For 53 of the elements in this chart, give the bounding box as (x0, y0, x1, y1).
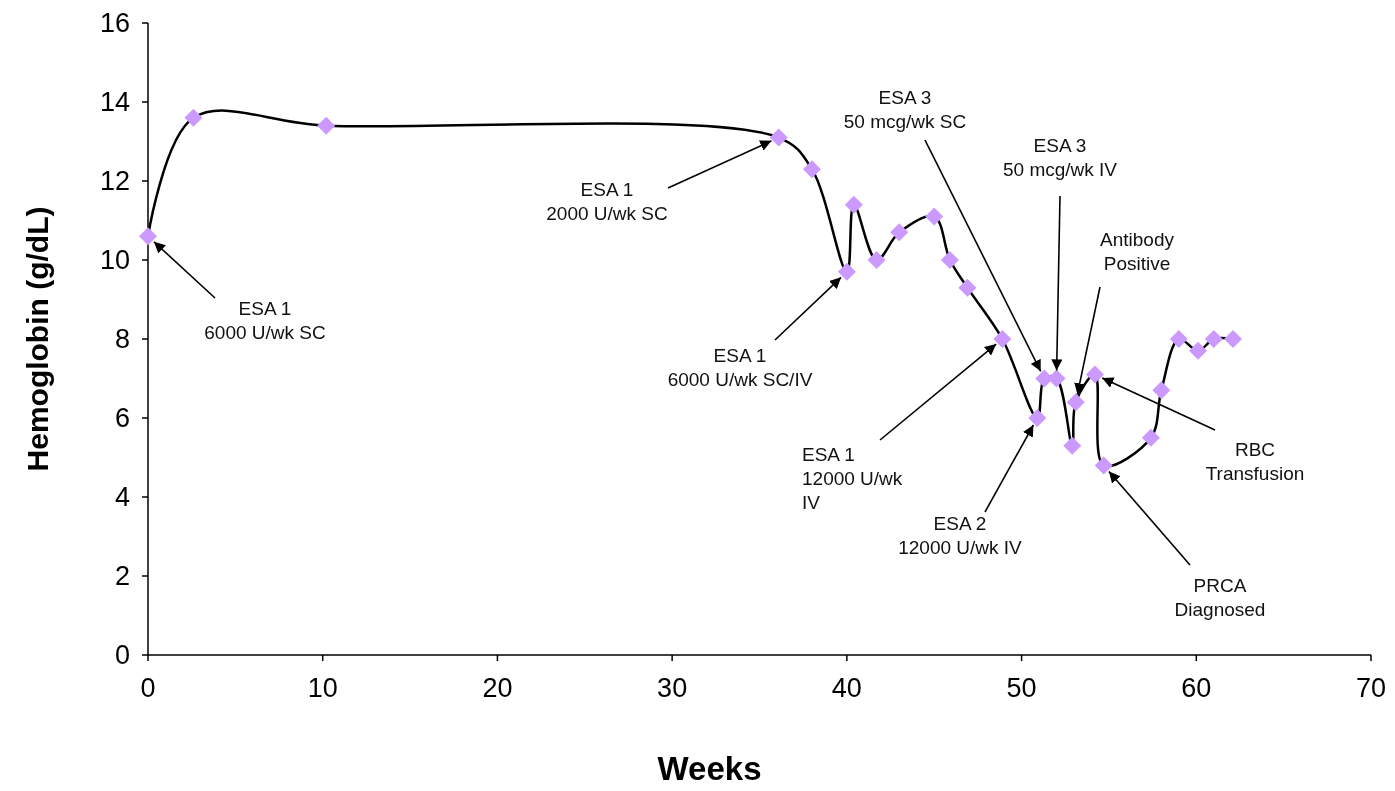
point (184, 108, 203, 127)
annotation: ESA 1 6000 U/wk SC (204, 298, 326, 343)
point (1094, 456, 1113, 475)
point (958, 278, 977, 297)
y-tick-label: 16 (99, 8, 130, 39)
y-tick-label: 0 (114, 640, 130, 671)
point (837, 262, 856, 281)
x-tick-label: 30 (657, 673, 688, 703)
x-tick-label: 0 (140, 673, 156, 703)
point (844, 195, 863, 214)
x-tick-label: 60 (1181, 673, 1212, 703)
annotation: PRCA Diagnosed (1174, 575, 1266, 620)
point (1169, 330, 1188, 348)
x-tick-label: 10 (307, 673, 338, 703)
point (317, 116, 336, 135)
point (1085, 365, 1104, 384)
y-tick-label: 8 (114, 324, 130, 355)
point (139, 227, 157, 246)
point (769, 128, 788, 147)
point (925, 207, 944, 226)
point (1204, 330, 1223, 348)
x-axis-title: Weeks (657, 750, 762, 787)
annotation: ESA 1 12000 U/wk IV (802, 444, 903, 513)
x-tick-label: 20 (482, 673, 513, 703)
point (1141, 428, 1160, 447)
annotation: ESA 3 50 mcg/wk SC (843, 87, 967, 132)
annotation: ESA 1 6000 U/wk SC/IV (667, 345, 813, 390)
point (1063, 436, 1082, 455)
y-tick-label: 12 (99, 166, 130, 197)
y-tick-label: 10 (99, 245, 130, 276)
annotation: RBC Transfusion (1205, 439, 1305, 484)
point (802, 160, 821, 179)
y-tick-label: 6 (114, 403, 130, 434)
point (867, 251, 886, 269)
annotation: ESA 2 12000 U/wk IV (898, 513, 1023, 558)
y-axis-title: Hemoglobin (g/dL) (21, 206, 54, 472)
x-tick-label: 50 (1006, 673, 1037, 703)
annotation: ESA 3 50 mcg/wk IV (1002, 135, 1118, 180)
point (1152, 381, 1171, 400)
y-tick-label: 14 (99, 87, 130, 118)
y-tick-label: 4 (114, 482, 130, 513)
x-tick-label: 40 (831, 673, 862, 703)
point (993, 330, 1012, 348)
x-tick-label: 70 (1355, 673, 1387, 703)
annotation: Antibody Positive (1100, 229, 1175, 274)
annotation: ESA 1 2000 U/wk SC (546, 179, 668, 224)
y-tick-label: 2 (114, 561, 130, 592)
point (1189, 341, 1208, 360)
point (1028, 409, 1047, 427)
point (1066, 393, 1085, 412)
point (890, 223, 909, 242)
point (1223, 330, 1242, 348)
point (940, 251, 959, 269)
